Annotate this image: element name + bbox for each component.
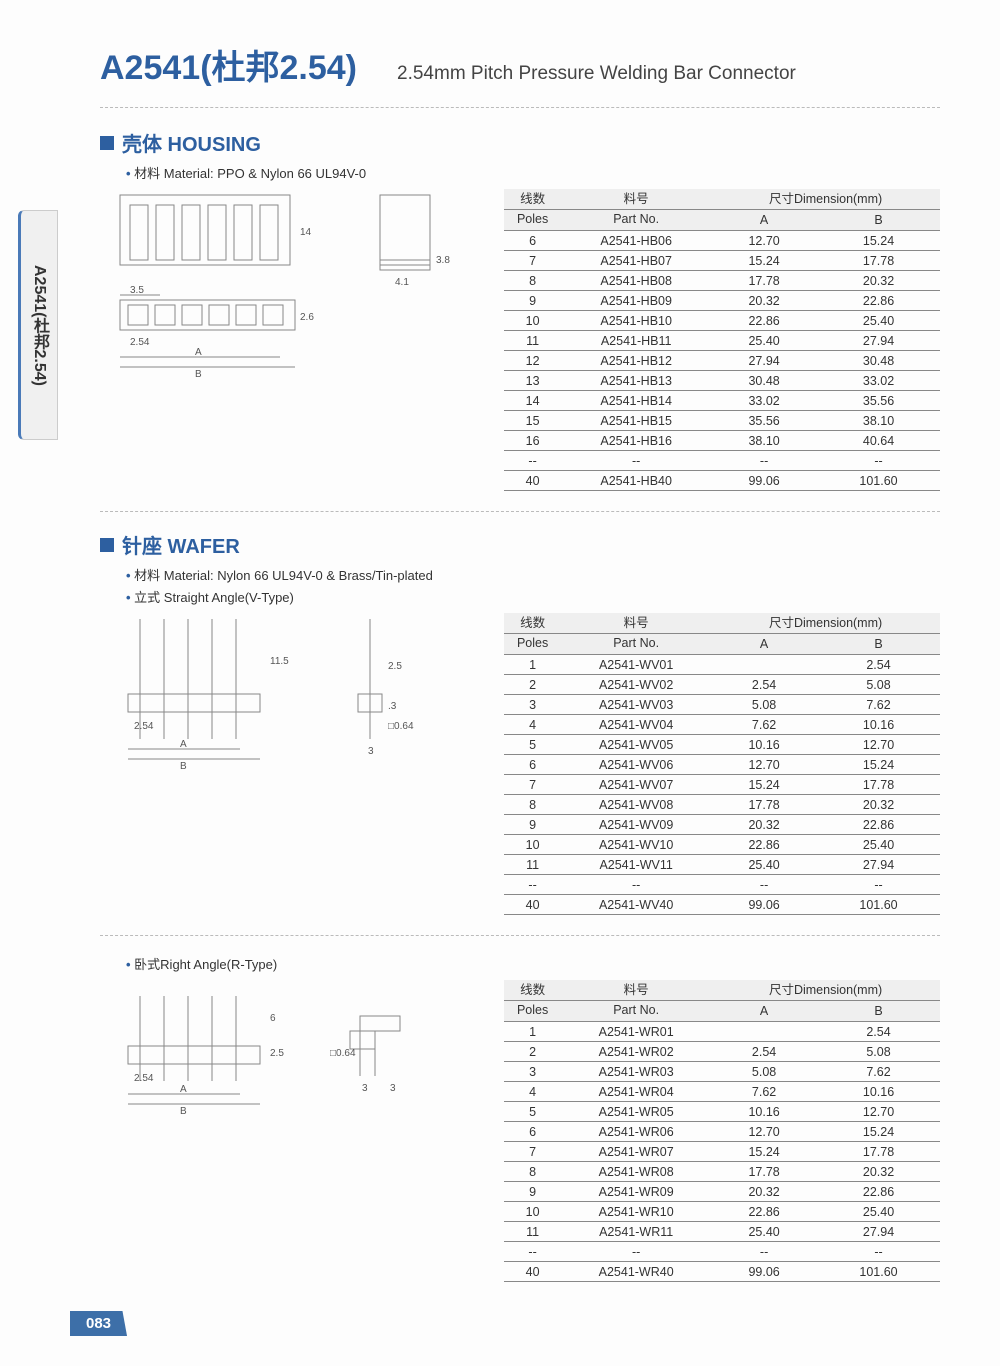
page-header: A2541(杜邦2.54) 2.54mm Pitch Pressure Weld…	[100, 40, 940, 108]
table-row: --------	[504, 1242, 940, 1262]
svg-text:A: A	[180, 1084, 187, 1095]
table-row: 7A2541-WV0715.2417.78	[504, 775, 940, 795]
section: 针座 WAFER 材料 Material: Nylon 66 UL94V-0 &…	[100, 530, 940, 915]
section: 壳体 HOUSING 材料 Material: PPO & Nylon 66 U…	[100, 128, 940, 491]
bullet: 立式 Straight Angle(V-Type)	[126, 587, 940, 606]
svg-text:3: 3	[390, 1083, 396, 1094]
table-row: 15A2541-HB1535.5638.10	[504, 411, 940, 431]
section-title: 壳体 HOUSING	[100, 128, 940, 157]
table-row: 6A2541-WR0612.7015.24	[504, 1122, 940, 1142]
svg-text:3: 3	[362, 1083, 368, 1094]
table-row: 11A2541-WV1125.4027.94	[504, 855, 940, 875]
divider	[100, 511, 940, 512]
divider	[100, 935, 940, 936]
svg-text:2.54: 2.54	[134, 721, 154, 732]
svg-text:A: A	[180, 739, 187, 750]
table-row: 9A2541-WV0920.3222.86	[504, 815, 940, 835]
page-number: 083	[70, 1311, 127, 1336]
section-title: 针座 WAFER	[100, 530, 940, 559]
bullet: 卧式Right Angle(R-Type)	[126, 954, 940, 973]
table-row: 5A2541-WV0510.1612.70	[504, 735, 940, 755]
table-row: 7A2541-WR0715.2417.78	[504, 1142, 940, 1162]
table-row: 2A2541-WR022.545.08	[504, 1042, 940, 1062]
section: 卧式Right Angle(R-Type) 6 2.5 2.54 A B □0.…	[100, 954, 940, 1282]
spec-table: 线数Poles 料号Part No. 尺寸Dimension(mm) AB 1A…	[504, 613, 940, 915]
spec-table: 线数Poles 料号Part No. 尺寸Dimension(mm) AB 1A…	[504, 980, 940, 1282]
table-row: 8A2541-WV0817.7820.32	[504, 795, 940, 815]
table-row: 9A2541-HB0920.3222.86	[504, 291, 940, 311]
svg-text:3.5: 3.5	[130, 285, 144, 296]
spec-table: 线数Poles 料号Part No. 尺寸Dimension(mm) AB 6A…	[504, 189, 940, 491]
page-subtitle: 2.54mm Pitch Pressure Welding Bar Connec…	[397, 63, 796, 85]
table-row: 16A2541-HB1638.1040.64	[504, 431, 940, 451]
svg-text:6: 6	[270, 1013, 276, 1024]
svg-text:2.5: 2.5	[270, 1048, 284, 1059]
table-row: 14A2541-HB1433.0235.56	[504, 391, 940, 411]
table-row: 4A2541-WV047.6210.16	[504, 715, 940, 735]
svg-text:B: B	[195, 369, 202, 380]
table-row: 11A2541-HB1125.4027.94	[504, 331, 940, 351]
diagram: 11.5 2.54 A B 2.5 .3 □0.64 3	[100, 609, 470, 759]
bullet: 材料 Material: PPO & Nylon 66 UL94V-0	[126, 163, 940, 182]
svg-text:□0.64: □0.64	[388, 721, 414, 732]
svg-text:.3: .3	[388, 701, 397, 712]
table-row: 40A2541-WV4099.06101.60	[504, 895, 940, 915]
diagram: 14 4.1 3.8 3.5 2.54 2.6 A B	[100, 185, 470, 365]
bullet: 材料 Material: Nylon 66 UL94V-0 & Brass/Ti…	[126, 565, 940, 584]
side-tab: A2541(杜邦2.54)	[18, 210, 58, 440]
table-row: 9A2541-WR0920.3222.86	[504, 1182, 940, 1202]
svg-text:4.1: 4.1	[395, 277, 409, 288]
table-row: 40A2541-HB4099.06101.60	[504, 471, 940, 491]
table-row: 10A2541-HB1022.8625.40	[504, 311, 940, 331]
svg-text:2.54: 2.54	[134, 1073, 154, 1084]
table-row: 40A2541-WR4099.06101.60	[504, 1262, 940, 1282]
svg-text:14: 14	[300, 227, 312, 238]
table-row: 6A2541-HB0612.7015.24	[504, 231, 940, 251]
svg-text:B: B	[180, 1106, 187, 1117]
table-row: 8A2541-WR0817.7820.32	[504, 1162, 940, 1182]
svg-text:2.5: 2.5	[388, 661, 402, 672]
table-row: 2A2541-WV022.545.08	[504, 675, 940, 695]
table-row: 1A2541-WR012.54	[504, 1022, 940, 1042]
table-row: 7A2541-HB0715.2417.78	[504, 251, 940, 271]
table-row: 5A2541-WR0510.1612.70	[504, 1102, 940, 1122]
page-title: A2541(杜邦2.54)	[100, 40, 357, 89]
table-row: 4A2541-WR047.6210.16	[504, 1082, 940, 1102]
table-row: 12A2541-HB1227.9430.48	[504, 351, 940, 371]
svg-text:2.54: 2.54	[130, 337, 150, 348]
svg-text:B: B	[180, 761, 187, 772]
svg-text:2.6: 2.6	[300, 312, 314, 323]
svg-text:11.5: 11.5	[270, 656, 289, 667]
table-row: --------	[504, 451, 940, 471]
table-row: --------	[504, 875, 940, 895]
table-row: 10A2541-WR1022.8625.40	[504, 1202, 940, 1222]
table-row: 3A2541-WR035.087.62	[504, 1062, 940, 1082]
table-row: 8A2541-HB0817.7820.32	[504, 271, 940, 291]
table-row: 11A2541-WR1125.4027.94	[504, 1222, 940, 1242]
table-row: 3A2541-WV035.087.62	[504, 695, 940, 715]
svg-text:A: A	[195, 347, 202, 358]
svg-text:3.8: 3.8	[436, 255, 450, 266]
table-row: 13A2541-HB1330.4833.02	[504, 371, 940, 391]
table-row: 6A2541-WV0612.7015.24	[504, 755, 940, 775]
svg-text:□0.64: □0.64	[330, 1048, 356, 1059]
table-row: 1A2541-WV012.54	[504, 655, 940, 675]
svg-text:3: 3	[368, 746, 374, 757]
diagram: 6 2.5 2.54 A B □0.64 3 3	[100, 976, 470, 1126]
table-row: 10A2541-WV1022.8625.40	[504, 835, 940, 855]
